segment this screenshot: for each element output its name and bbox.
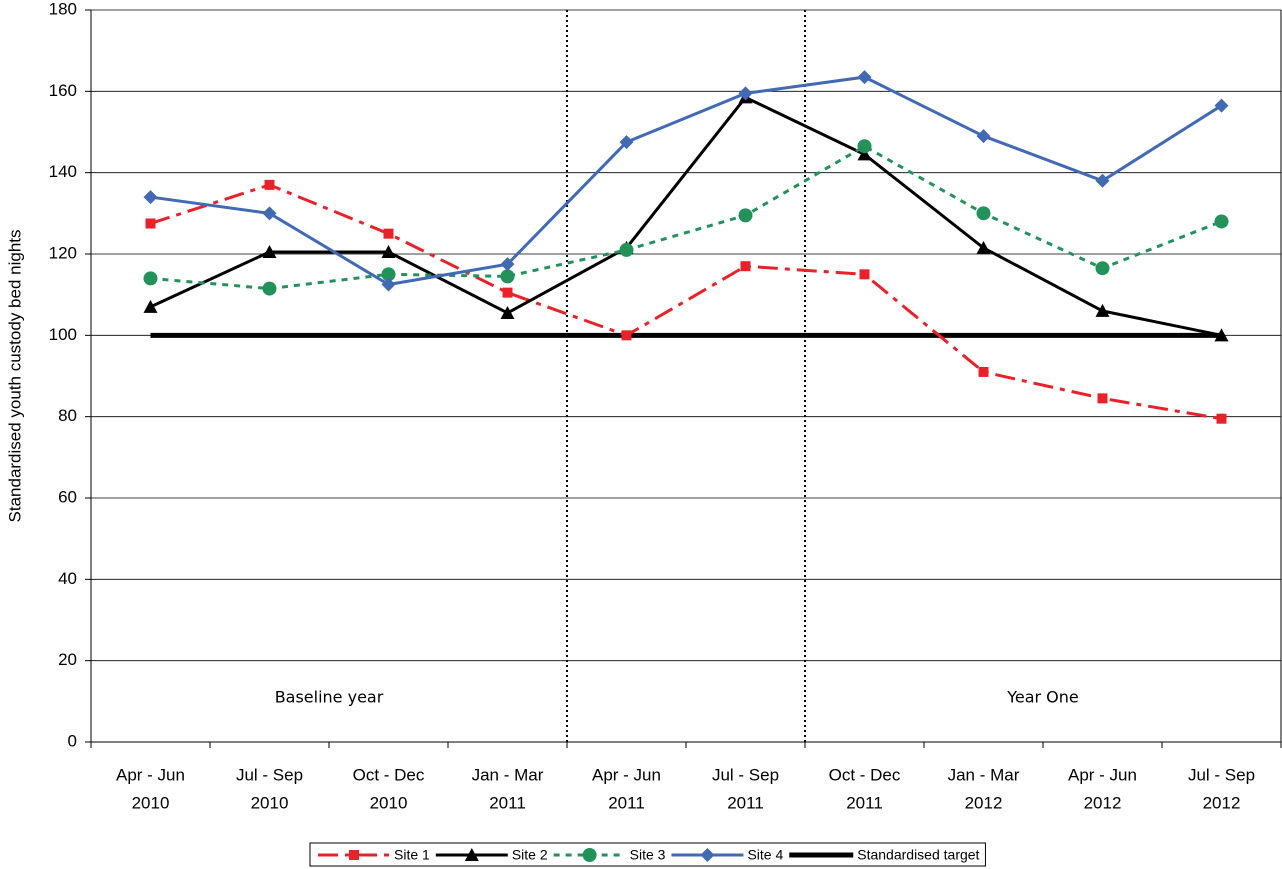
point bbox=[1214, 214, 1229, 229]
point bbox=[143, 271, 158, 286]
point bbox=[857, 70, 872, 85]
legend-label: Standardised target bbox=[857, 847, 979, 863]
y-tick-label: 120 bbox=[49, 243, 77, 262]
x-tick-label: Jan - Mar bbox=[472, 765, 544, 784]
x-tick-label: Jul - Sep bbox=[236, 765, 303, 784]
point bbox=[976, 240, 991, 254]
legend-box bbox=[309, 842, 986, 867]
point bbox=[1097, 393, 1108, 404]
y-tick-label: 60 bbox=[58, 487, 77, 506]
x-tick-label: 2012 bbox=[1084, 793, 1122, 812]
point bbox=[700, 848, 715, 862]
point bbox=[857, 147, 872, 161]
legend-label: Site 4 bbox=[747, 847, 783, 863]
y-tick-label: 140 bbox=[49, 162, 77, 181]
x-tick-label: 2010 bbox=[251, 793, 289, 812]
point bbox=[619, 135, 634, 150]
point bbox=[621, 330, 632, 341]
series-line bbox=[150, 144, 1223, 291]
y-tick-label: 80 bbox=[58, 406, 77, 425]
x-tick-label: 2012 bbox=[965, 793, 1003, 812]
point bbox=[976, 206, 991, 221]
legend: Site 1 Site 2 Site 3 Site 4 Standardised tar… bbox=[309, 842, 986, 867]
x-tick-label: Apr - Jun bbox=[1068, 765, 1137, 784]
legend-label: Site 3 bbox=[630, 847, 666, 863]
series-line bbox=[150, 183, 1222, 421]
legend-label: Site 2 bbox=[512, 847, 548, 863]
series-line bbox=[149, 95, 1222, 337]
x-tick-label: Jul - Sep bbox=[1188, 765, 1255, 784]
point bbox=[383, 228, 394, 239]
x-tick-label: Apr - Jun bbox=[592, 765, 661, 784]
x-tick-label: Oct - Dec bbox=[829, 765, 901, 784]
point bbox=[502, 287, 513, 298]
point bbox=[262, 206, 277, 221]
point bbox=[381, 277, 396, 292]
point bbox=[1095, 173, 1110, 188]
point bbox=[500, 269, 515, 284]
point bbox=[262, 244, 277, 258]
point bbox=[740, 261, 751, 272]
x-tick-label: 2011 bbox=[489, 793, 526, 812]
x-tick-label: 2011 bbox=[608, 793, 645, 812]
point bbox=[976, 129, 991, 144]
x-tick-label: Jul - Sep bbox=[712, 765, 779, 784]
y-tick-label: 160 bbox=[49, 81, 77, 100]
y-axis-label: Standardised youth custody bed nights bbox=[5, 230, 24, 523]
annotation: Baseline year bbox=[275, 688, 384, 707]
point bbox=[143, 190, 158, 205]
point bbox=[143, 299, 158, 313]
point bbox=[857, 139, 872, 154]
point bbox=[1214, 98, 1229, 113]
point bbox=[1216, 413, 1227, 424]
point bbox=[978, 366, 989, 377]
point bbox=[1214, 328, 1229, 342]
x-tick-label: 2010 bbox=[370, 793, 408, 812]
point bbox=[381, 267, 396, 282]
point bbox=[500, 257, 515, 272]
legend-label: Site 1 bbox=[394, 847, 430, 863]
y-tick-label: 40 bbox=[58, 569, 77, 588]
x-tick-label: 2011 bbox=[727, 793, 764, 812]
y-tick-label: 0 bbox=[68, 731, 77, 750]
x-tick-label: Apr - Jun bbox=[116, 765, 185, 784]
point bbox=[381, 244, 396, 258]
point bbox=[619, 242, 634, 257]
point bbox=[264, 179, 275, 190]
x-tick-label: 2012 bbox=[1203, 793, 1241, 812]
annotation: Year One bbox=[1006, 688, 1079, 707]
point bbox=[262, 281, 277, 296]
series-line bbox=[150, 75, 1223, 287]
y-tick-label: 180 bbox=[49, 0, 77, 18]
point bbox=[859, 269, 870, 280]
point bbox=[1095, 261, 1110, 276]
x-tick-label: 2011 bbox=[846, 793, 883, 812]
point bbox=[738, 208, 753, 223]
x-tick-label: Jan - Mar bbox=[948, 765, 1020, 784]
point bbox=[582, 848, 597, 862]
point bbox=[464, 848, 479, 861]
x-tick-label: Oct - Dec bbox=[353, 765, 425, 784]
point bbox=[349, 850, 359, 860]
point bbox=[1095, 303, 1110, 317]
point bbox=[145, 218, 156, 229]
point bbox=[500, 305, 515, 319]
y-tick-label: 20 bbox=[58, 650, 77, 669]
y-tick-label: 100 bbox=[49, 325, 77, 344]
x-tick-label: 2010 bbox=[132, 793, 170, 812]
point bbox=[738, 86, 753, 101]
